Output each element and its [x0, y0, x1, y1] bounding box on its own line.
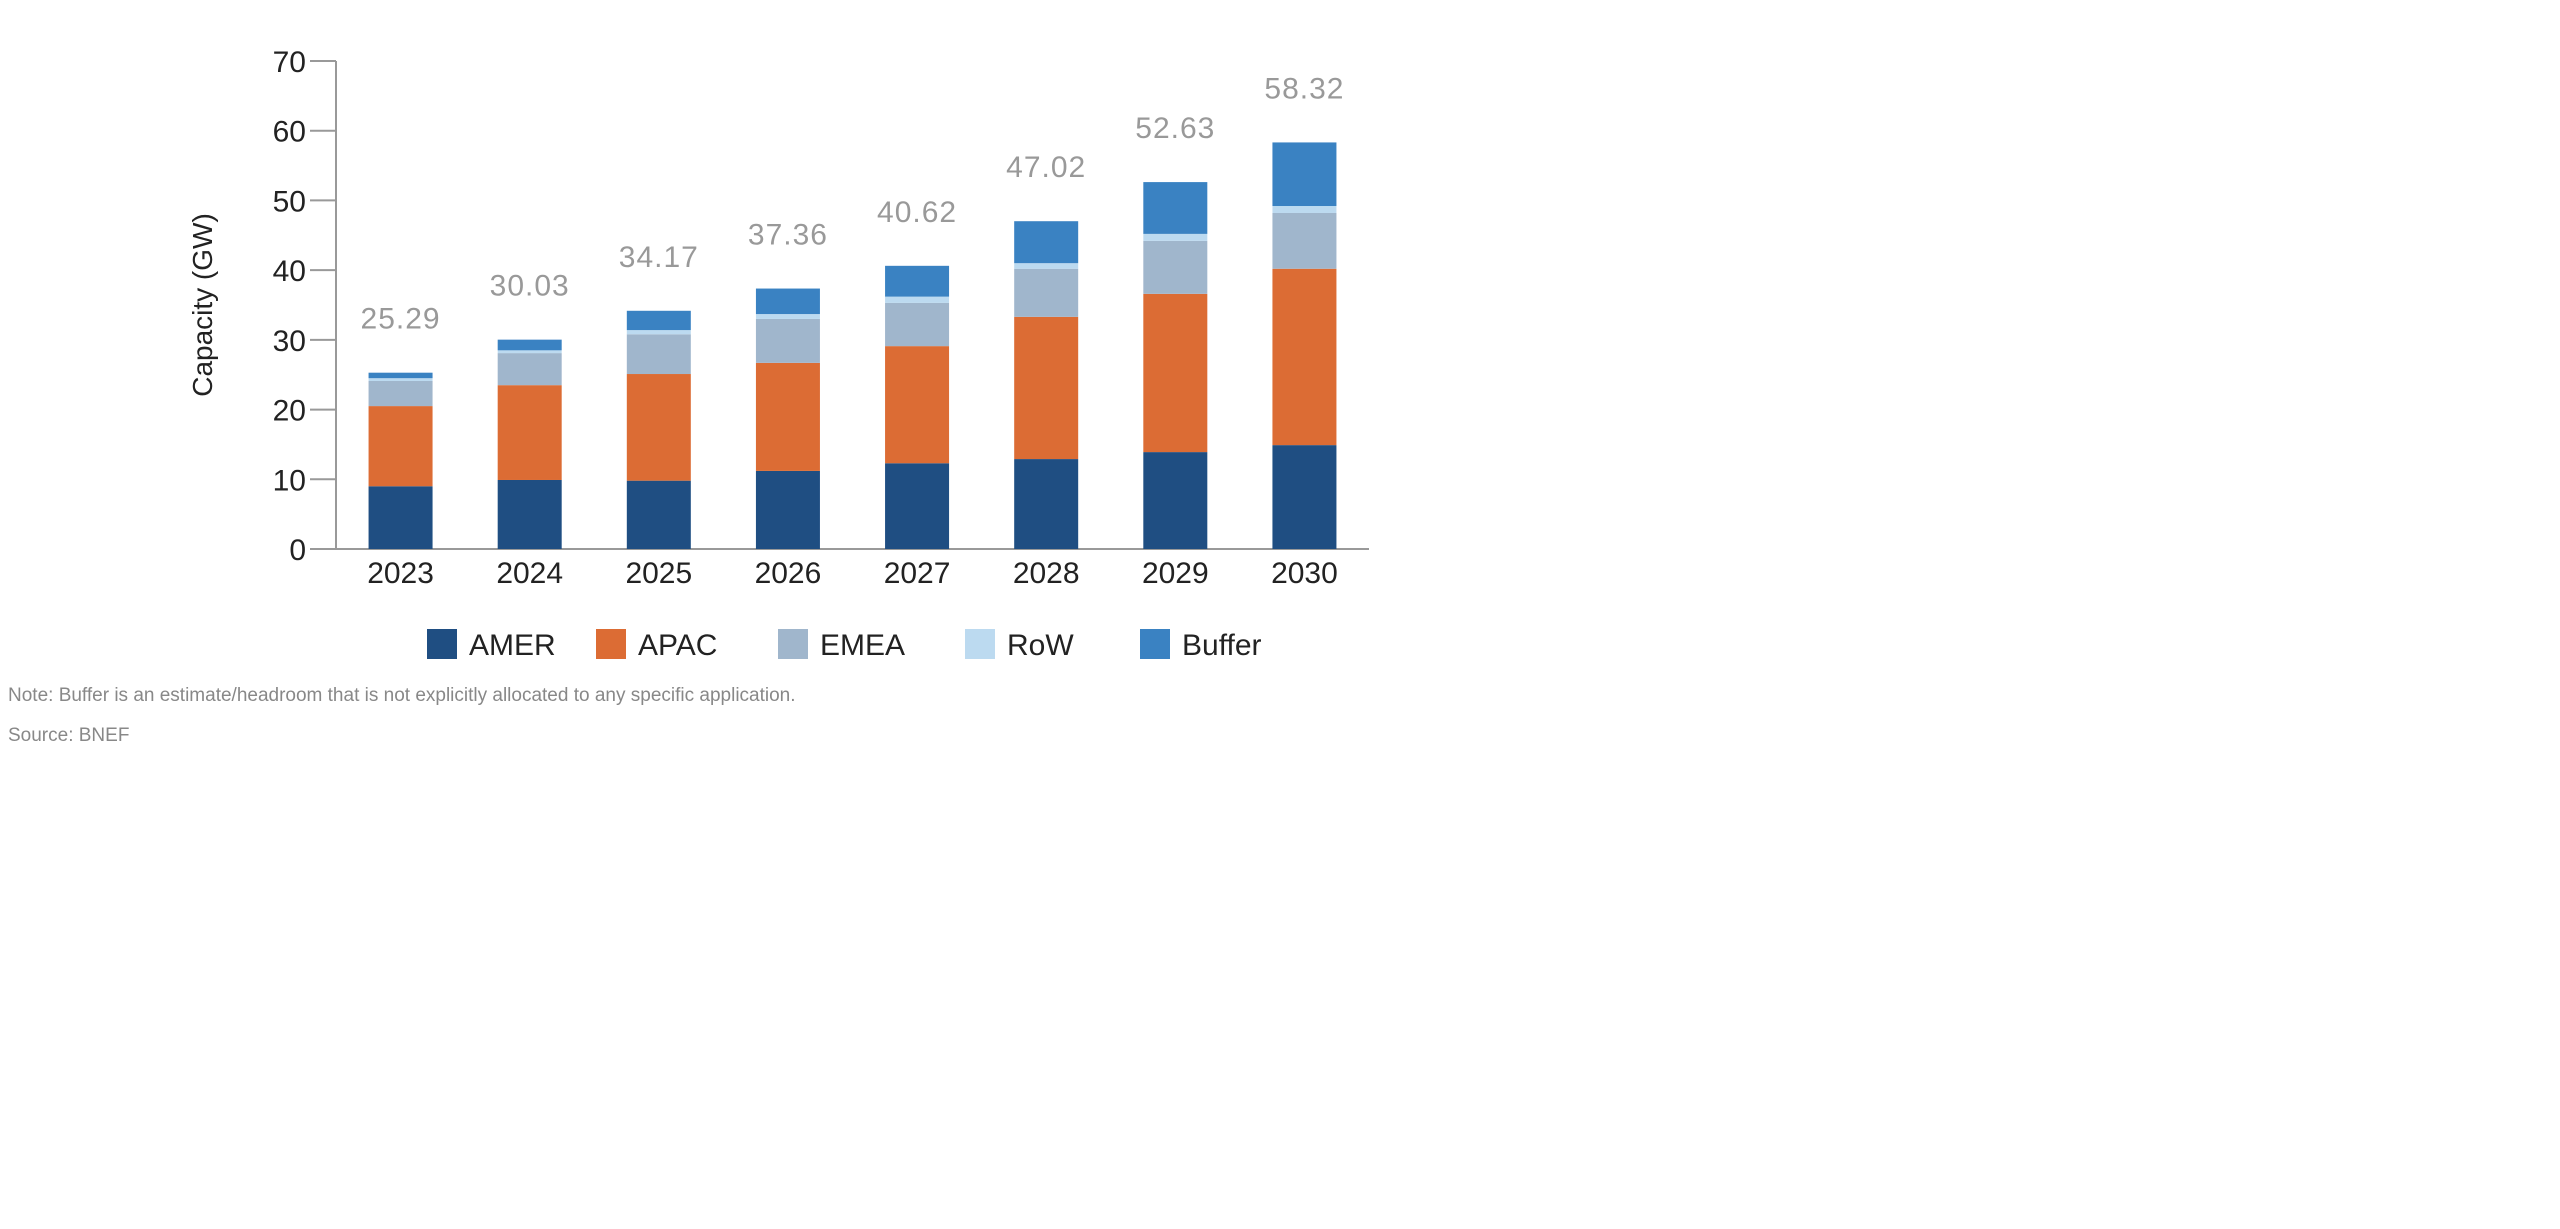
bar-segment-row — [497, 350, 562, 354]
bar-segment-row — [368, 378, 433, 381]
legend-swatch — [965, 629, 995, 659]
legend-swatch — [1140, 629, 1170, 659]
bar-segment-buffer — [626, 310, 691, 331]
bar-segment-emea — [885, 302, 950, 347]
legend-item-amer: AMER — [427, 629, 556, 662]
x-tick-label: 2029 — [1142, 557, 1209, 590]
bar-segment-emea — [1272, 212, 1337, 269]
bar-segment-row — [1143, 233, 1208, 241]
x-tick-label: 2024 — [496, 557, 563, 590]
total-data-label: 37.36 — [748, 219, 828, 252]
bar-segment-amer — [1143, 452, 1208, 549]
total-data-label: 25.29 — [361, 303, 441, 336]
legend-swatch — [596, 629, 626, 659]
bar-segment-buffer — [1272, 142, 1337, 207]
legend-label: RoW — [1007, 629, 1074, 662]
bar-segment-row — [1014, 263, 1079, 269]
legend-item-buffer: Buffer — [1140, 629, 1262, 662]
total-data-label: 34.17 — [619, 241, 699, 274]
legend-label: AMER — [469, 629, 556, 662]
x-tick-label: 2025 — [625, 557, 692, 590]
bar-segment-amer — [497, 479, 562, 549]
bar-segment-buffer — [755, 288, 820, 315]
x-tick-label: 2026 — [755, 557, 822, 590]
legend-swatch — [427, 629, 457, 659]
y-tick-label: 10 — [273, 464, 306, 497]
source: Source: BNEF — [8, 725, 130, 746]
y-tick-label: 20 — [273, 395, 306, 428]
bar-segment-amer — [626, 480, 691, 549]
bar-segment-amer — [885, 463, 950, 549]
y-tick-label: 30 — [273, 325, 306, 358]
footnote: Note: Buffer is an estimate/headroom tha… — [8, 685, 796, 706]
legend-label: EMEA — [820, 629, 905, 662]
bar-segment-apac — [1272, 268, 1337, 446]
y-tick-label: 60 — [273, 116, 306, 149]
total-data-label: 30.03 — [490, 270, 570, 303]
legend-swatch — [778, 629, 808, 659]
total-data-label: 52.63 — [1135, 112, 1215, 145]
y-tick-label: 0 — [289, 534, 306, 567]
bar-segment-buffer — [1143, 182, 1208, 234]
y-axis-label: Capacity (GW) — [187, 213, 218, 397]
bar-segment-amer — [1272, 445, 1337, 549]
bar-segment-row — [885, 296, 950, 303]
bar-segment-buffer — [1014, 221, 1079, 264]
y-tick-label: 40 — [273, 255, 306, 288]
bar-segment-row — [755, 314, 820, 319]
bar-segment-emea — [1014, 268, 1079, 317]
x-tick-label: 2028 — [1013, 557, 1080, 590]
legend-item-apac: APAC — [596, 629, 717, 662]
bar-segment-emea — [1143, 240, 1208, 294]
bar-segment-amer — [1014, 459, 1079, 549]
bar-segment-row — [1272, 206, 1337, 213]
bar-segment-amer — [368, 486, 433, 549]
bar-segment-buffer — [368, 372, 433, 379]
legend-item-row: RoW — [965, 629, 1074, 662]
legend-item-emea: EMEA — [778, 629, 905, 662]
total-data-label: 47.02 — [1006, 151, 1086, 184]
bar-segment-apac — [1014, 316, 1079, 460]
bar-segment-amer — [755, 470, 820, 549]
x-tick-label: 2030 — [1271, 557, 1338, 590]
x-tick-label: 2027 — [884, 557, 951, 590]
legend-label: Buffer — [1182, 629, 1262, 662]
bar-segment-buffer — [497, 339, 562, 351]
bar-segment-buffer — [885, 265, 950, 297]
x-tick-label: 2023 — [367, 557, 434, 590]
y-tick-label: 50 — [273, 185, 306, 218]
bar-segment-emea — [368, 380, 433, 407]
legend-label: APAC — [638, 629, 717, 662]
bar-segment-emea — [497, 353, 562, 386]
bar-segment-emea — [626, 334, 691, 375]
total-data-label: 58.32 — [1264, 72, 1344, 105]
bar-segment-apac — [626, 374, 691, 481]
bar-segment-apac — [755, 362, 820, 471]
bar-segment-apac — [497, 385, 562, 480]
bar-segment-apac — [368, 406, 433, 487]
bar-segment-row — [626, 330, 691, 335]
bar-segment-apac — [1143, 293, 1208, 453]
bar-segment-apac — [885, 346, 950, 464]
bar-segment-emea — [755, 318, 820, 363]
y-tick-label: 70 — [273, 46, 306, 79]
total-data-label: 40.62 — [877, 196, 957, 229]
